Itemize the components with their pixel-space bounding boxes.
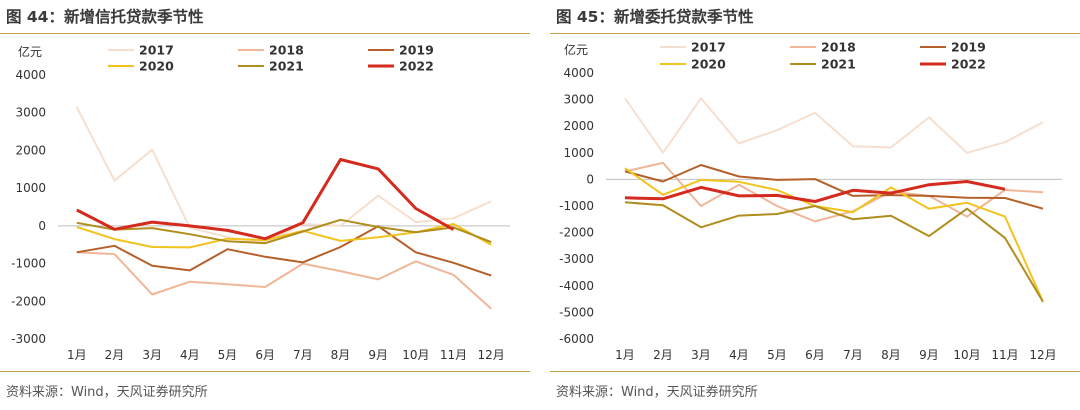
source-note: 资料来源：Wind，天风证券研究所 [6, 385, 208, 400]
series-line-2022 [624, 180, 1006, 203]
x-tick-label: 7月 [293, 348, 313, 362]
series-line-2021 [76, 218, 492, 245]
source-note: 资料来源：Wind，天风证券研究所 [556, 385, 758, 400]
x-tick-label: 10月 [402, 348, 429, 362]
legend-label-2017: 2017 [139, 43, 174, 58]
x-tick-label: 1月 [67, 348, 87, 362]
series-line-2018 [76, 251, 492, 310]
trust-loan-panel: 图 44：新增信托贷款季节性 亿元 4000 3000 2000 1000 0 -1000 -… [0, 0, 530, 410]
y-tick-label: -2000 [11, 294, 46, 308]
x-tick-label: 7月 [843, 348, 863, 362]
x-tick-label: 12月 [478, 348, 505, 362]
y-tick-label: -1000 [11, 257, 46, 271]
legend-label-2020: 2020 [691, 57, 726, 72]
series-line-2017 [75, 106, 492, 244]
legend-label-2022: 2022 [399, 59, 434, 74]
series-line-2021 [624, 201, 1044, 303]
x-tick-label: 3月 [691, 348, 711, 362]
y-tick-label: -2000 [559, 226, 594, 240]
x-tick-label: 5月 [218, 348, 238, 362]
x-tick-label: 2月 [105, 348, 125, 362]
series-line-2019 [624, 164, 1044, 210]
x-tick-label: 8月 [881, 348, 901, 362]
legend-label-2021: 2021 [269, 59, 304, 74]
y-tick-label: 0 [38, 219, 46, 233]
y-tick-label: -4000 [559, 279, 594, 293]
x-tick-label: 4月 [180, 348, 200, 362]
y-tick-label: 2000 [15, 143, 46, 157]
legend-label-2018: 2018 [821, 40, 856, 55]
legend-label-2017: 2017 [691, 40, 726, 55]
series-line-2020 [624, 167, 1044, 303]
x-tick-label: 11月 [991, 348, 1018, 362]
x-tick-label: 4月 [729, 348, 749, 362]
figure-title: 图 45：新增委托贷款季节性 [556, 8, 754, 26]
y-tick-label: 4000 [15, 68, 46, 82]
x-tick-label: 1月 [615, 348, 635, 362]
y-unit-label: 亿元 [564, 42, 588, 57]
y-tick-label: 3000 [563, 93, 594, 107]
entrusted-loan-chart: 亿元 4000 3000 2000 1000 0 -1000 -2000 -3000 -4000 -… [559, 40, 1062, 362]
entrusted-loan-panel: 图 45：新增委托贷款季节性 亿元 4000 3000 2000 1000 0 -1000 -… [550, 0, 1080, 410]
legend-label-2020: 2020 [139, 59, 174, 74]
figure-title: 图 44：新增信托贷款季节性 [6, 8, 204, 26]
y-tick-label: -5000 [559, 305, 594, 319]
y-tick-label: -3000 [11, 332, 46, 346]
y-tick-label: -6000 [559, 332, 594, 346]
y-tick-label: -3000 [559, 252, 594, 266]
x-tick-label: 6月 [255, 348, 275, 362]
title-bar: 图 45：新增委托贷款季节性 [550, 0, 1080, 34]
series-line-2017 [624, 97, 1044, 154]
y-unit-label: 亿元 [18, 44, 42, 59]
source-divider [0, 371, 530, 372]
x-tick-label: 6月 [805, 348, 825, 362]
x-tick-label: 3月 [142, 348, 162, 362]
x-tick-label: 11月 [440, 348, 467, 362]
y-tick-label: 0 [586, 172, 594, 186]
y-tick-label: 2000 [563, 119, 594, 133]
legend-label-2019: 2019 [951, 40, 986, 55]
legend-label-2021: 2021 [821, 57, 856, 72]
x-tick-label: 12月 [1029, 348, 1056, 362]
legend-label-2019: 2019 [399, 43, 434, 58]
series-line-2018 [624, 161, 1044, 223]
x-tick-label: 9月 [919, 348, 939, 362]
legend-label-2018: 2018 [269, 43, 304, 58]
x-tick-label: 2月 [653, 348, 673, 362]
y-tick-label: 3000 [15, 106, 46, 120]
legend-label-2022: 2022 [951, 57, 986, 72]
y-tick-label: 1000 [563, 146, 594, 160]
x-tick-label: 10月 [953, 348, 980, 362]
y-tick-label: 1000 [15, 181, 46, 195]
x-tick-label: 9月 [368, 348, 388, 362]
source-divider [550, 371, 1080, 372]
series-line-2020 [76, 223, 492, 249]
title-bar: 图 44：新增信托贷款季节性 [0, 0, 530, 34]
series-line-2022 [76, 158, 455, 241]
y-tick-label: 4000 [563, 66, 594, 80]
trust-loan-chart: 亿元 4000 3000 2000 1000 0 -1000 -2000 -3000 1月 2月 3月… [11, 43, 510, 362]
series-line-2019 [76, 225, 492, 277]
x-tick-label: 8月 [331, 348, 351, 362]
x-tick-label: 5月 [767, 348, 787, 362]
y-tick-label: -1000 [559, 199, 594, 213]
